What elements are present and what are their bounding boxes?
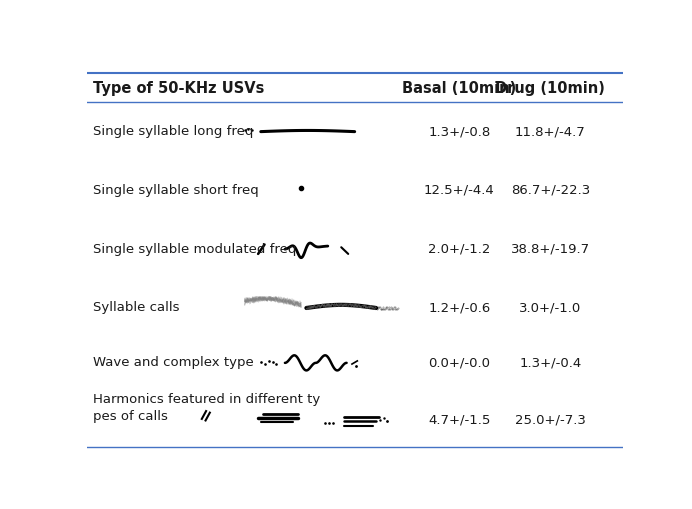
Text: 1.3+/-0.8: 1.3+/-0.8 <box>428 125 491 138</box>
Text: Type of 50-KHz USVs: Type of 50-KHz USVs <box>93 81 265 96</box>
Text: 86.7+/-22.3: 86.7+/-22.3 <box>511 184 590 197</box>
Text: Wave and complex type: Wave and complex type <box>93 356 254 370</box>
Text: 4.7+/-1.5: 4.7+/-1.5 <box>428 413 491 426</box>
Text: Single syllable long freq: Single syllable long freq <box>93 125 254 138</box>
Text: 3.0+/-1.0: 3.0+/-1.0 <box>519 301 581 315</box>
Text: Drug (10min): Drug (10min) <box>495 81 606 96</box>
Text: 1.3+/-0.4: 1.3+/-0.4 <box>519 356 581 370</box>
Text: 1.2+/-0.6: 1.2+/-0.6 <box>428 301 491 315</box>
Text: 11.8+/-4.7: 11.8+/-4.7 <box>515 125 585 138</box>
Text: 0.0+/-0.0: 0.0+/-0.0 <box>428 356 490 370</box>
Text: 25.0+/-7.3: 25.0+/-7.3 <box>515 413 586 426</box>
Text: Harmonics featured in different ty
pes of calls: Harmonics featured in different ty pes o… <box>93 393 320 423</box>
Text: Syllable calls: Syllable calls <box>93 301 180 315</box>
Text: Single syllable modulated freq: Single syllable modulated freq <box>93 243 297 256</box>
Text: Single syllable short freq: Single syllable short freq <box>93 184 260 197</box>
Text: 12.5+/-4.4: 12.5+/-4.4 <box>424 184 495 197</box>
Text: Basal (10min): Basal (10min) <box>402 81 516 96</box>
Text: 2.0+/-1.2: 2.0+/-1.2 <box>428 243 491 256</box>
Text: 38.8+/-19.7: 38.8+/-19.7 <box>511 243 590 256</box>
